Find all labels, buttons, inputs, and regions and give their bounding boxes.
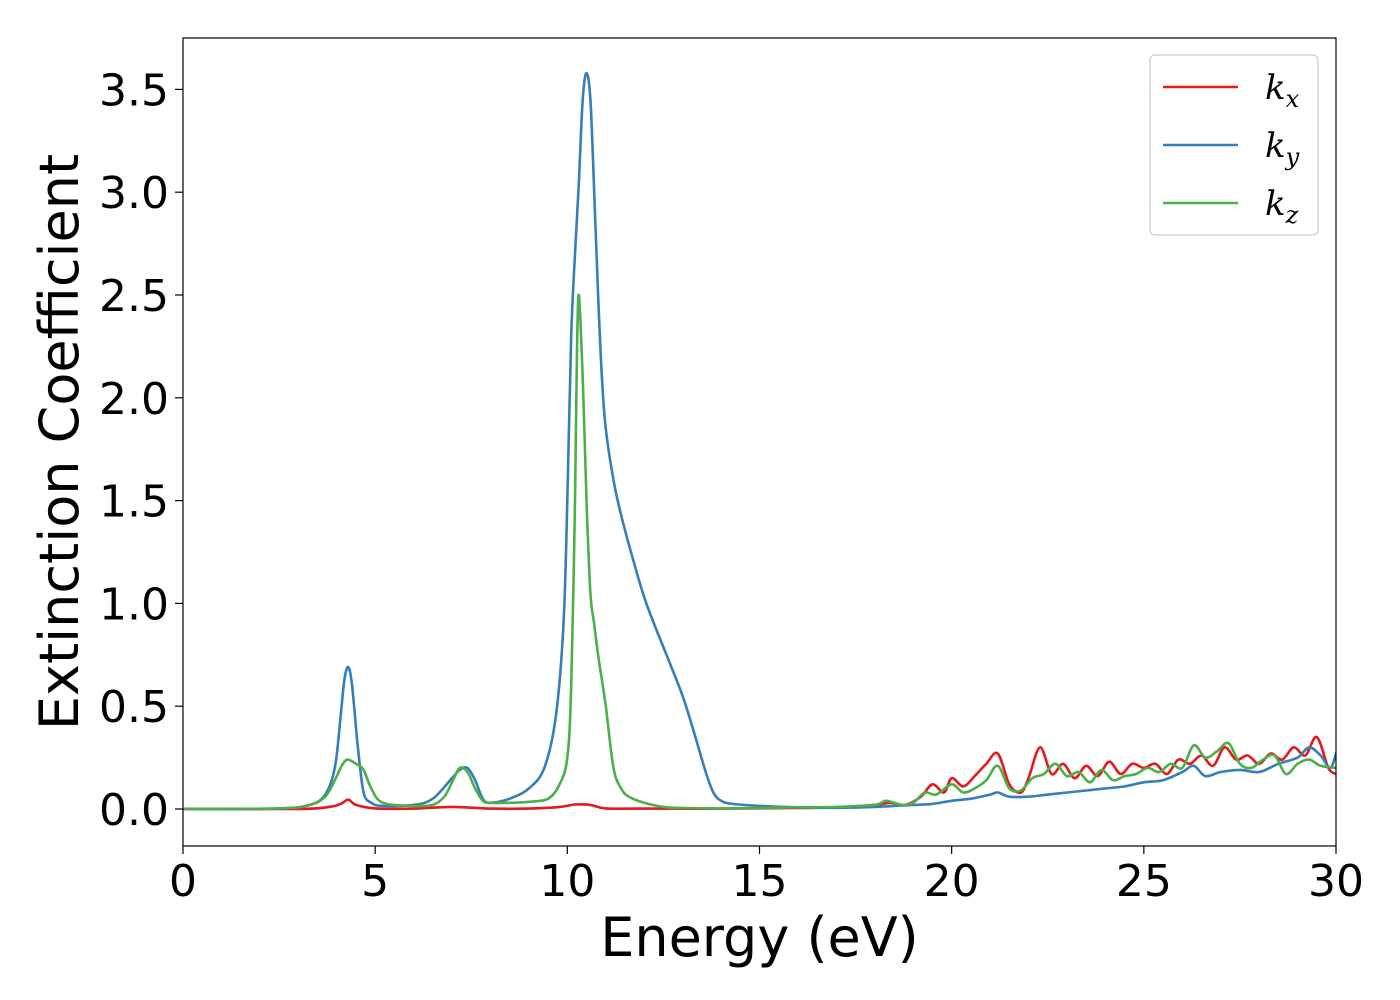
series-line-k-y (183, 71, 1336, 811)
x-tick-label: 5 (361, 856, 389, 907)
legend: kx ky kz (1149, 54, 1319, 236)
x-axis-label: Energy (eV) (600, 906, 919, 969)
y-tick-label: 2.0 (99, 374, 169, 425)
x-tick-label: 15 (732, 856, 788, 907)
x-tick-label: 10 (539, 856, 595, 907)
x-tick-label: 25 (1116, 856, 1172, 907)
legend-label-k-z: kz (1265, 184, 1299, 229)
x-tick-label: 30 (1308, 856, 1364, 907)
y-axis-label: Extinction Coefficient (28, 154, 91, 730)
y-tick-label: 1.5 (99, 477, 169, 528)
y-tick-label: 1.0 (99, 579, 169, 630)
series-line-k-x (183, 735, 1336, 811)
x-axis-ticks: 0 5 10 15 20 25 30 (169, 846, 1364, 907)
y-tick-label: 3.0 (99, 168, 169, 219)
legend-label-k-x: kx (1265, 68, 1300, 113)
series-layer (183, 71, 1336, 811)
legend-label-k-y: ky (1265, 126, 1300, 171)
y-tick-label: 0.0 (99, 785, 169, 836)
y-tick-label: 2.5 (99, 271, 169, 322)
x-tick-label: 0 (169, 856, 197, 907)
y-tick-label: 3.5 (99, 65, 169, 116)
y-axis-ticks: 0.0 0.5 1.0 1.5 2.0 2.5 3.0 3.5 (99, 65, 183, 836)
y-tick-label: 0.5 (99, 682, 169, 733)
x-tick-label: 20 (924, 856, 980, 907)
series-line-k-z (183, 293, 1336, 811)
